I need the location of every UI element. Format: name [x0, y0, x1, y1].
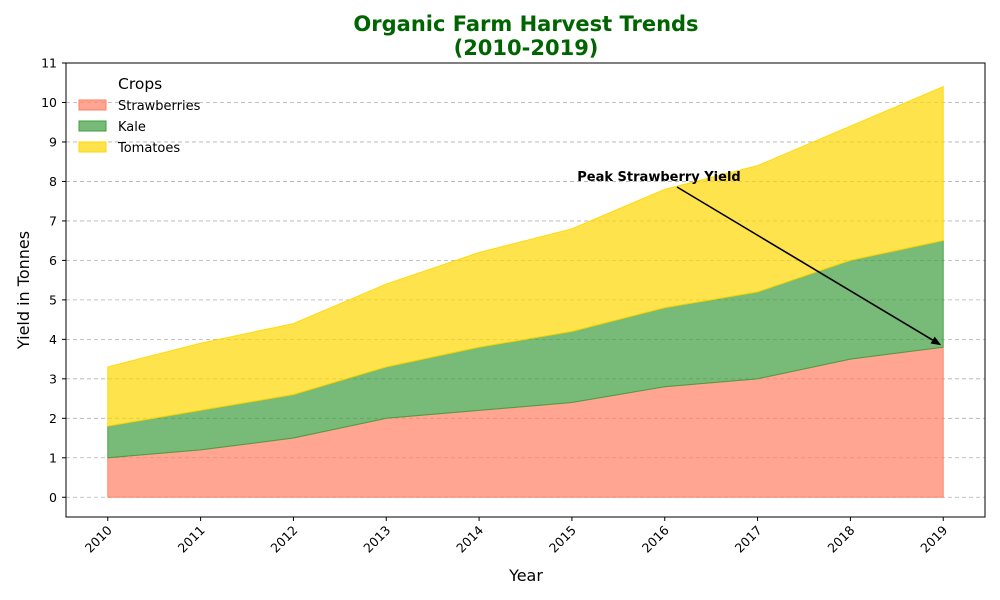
y-tick-label-1: 1 [49, 450, 57, 465]
y-tick-label-11: 11 [41, 56, 57, 71]
x-tick-label-2019: 2019 [917, 522, 950, 555]
legend-swatch-tomatoes [78, 141, 107, 153]
y-tick-label-4: 4 [49, 332, 57, 347]
area-series [107, 85, 944, 498]
y-tick-label-7: 7 [49, 213, 57, 228]
x-axis-title: Year [508, 566, 543, 585]
legend-swatch-strawberries [78, 99, 107, 111]
x-tick-label-2016: 2016 [639, 522, 672, 555]
area-tomatoes [107, 85, 944, 427]
x-tick-label-2015: 2015 [546, 523, 579, 556]
y-tick-label-8: 8 [49, 174, 57, 189]
x-tick-label-2010: 2010 [82, 522, 115, 555]
x-axis-ticks: 2010 2011 2012 2013 2014 2015 2016 2017 2018 2019 [82, 517, 950, 556]
x-tick-label-2017: 2017 [732, 523, 765, 556]
legend-label-strawberries: Strawberries [118, 99, 201, 114]
x-tick-label-2012: 2012 [267, 523, 300, 556]
y-tick-label-9: 9 [49, 134, 57, 149]
annotation-text: Peak Strawberry Yield [577, 170, 740, 185]
annotation-arrow-head [930, 336, 942, 346]
plot-frame [65, 62, 986, 518]
y-axis-title: Yield in Tonnes [14, 231, 33, 350]
y-tick-label-6: 6 [49, 253, 57, 268]
chart-title-line1: Organic Farm Harvest Trends [353, 12, 698, 36]
legend-label-kale: Kale [118, 120, 146, 135]
legend-swatch-kale [78, 120, 107, 132]
y-tick-label-5: 5 [49, 292, 57, 307]
y-tick-label-3: 3 [49, 371, 57, 386]
annotation: Peak Strawberry Yield [577, 170, 942, 346]
y-tick-label-2: 2 [49, 411, 57, 426]
y-tick-label-0: 0 [49, 490, 57, 505]
y-tick-label-10: 10 [41, 95, 57, 110]
legend-item-kale: Kale [78, 120, 146, 135]
legend-title: Crops [118, 75, 162, 93]
y-axis-ticks: 0 1 2 3 4 5 6 7 8 9 10 11 [41, 56, 66, 505]
x-tick-label-2014: 2014 [453, 522, 486, 555]
annotation-arrow-line [676, 186, 934, 341]
legend-item-strawberries: Strawberries [78, 99, 201, 114]
x-tick-label-2011: 2011 [175, 523, 208, 556]
x-tick-label-2018: 2018 [824, 522, 857, 555]
legend: Crops Strawberries Kale Tomatoes [78, 75, 201, 156]
x-tick-label-2013: 2013 [360, 523, 393, 556]
chart-title-line2: (2010-2019) [454, 36, 599, 60]
legend-item-tomatoes: Tomatoes [78, 141, 180, 156]
legend-label-tomatoes: Tomatoes [117, 141, 180, 156]
